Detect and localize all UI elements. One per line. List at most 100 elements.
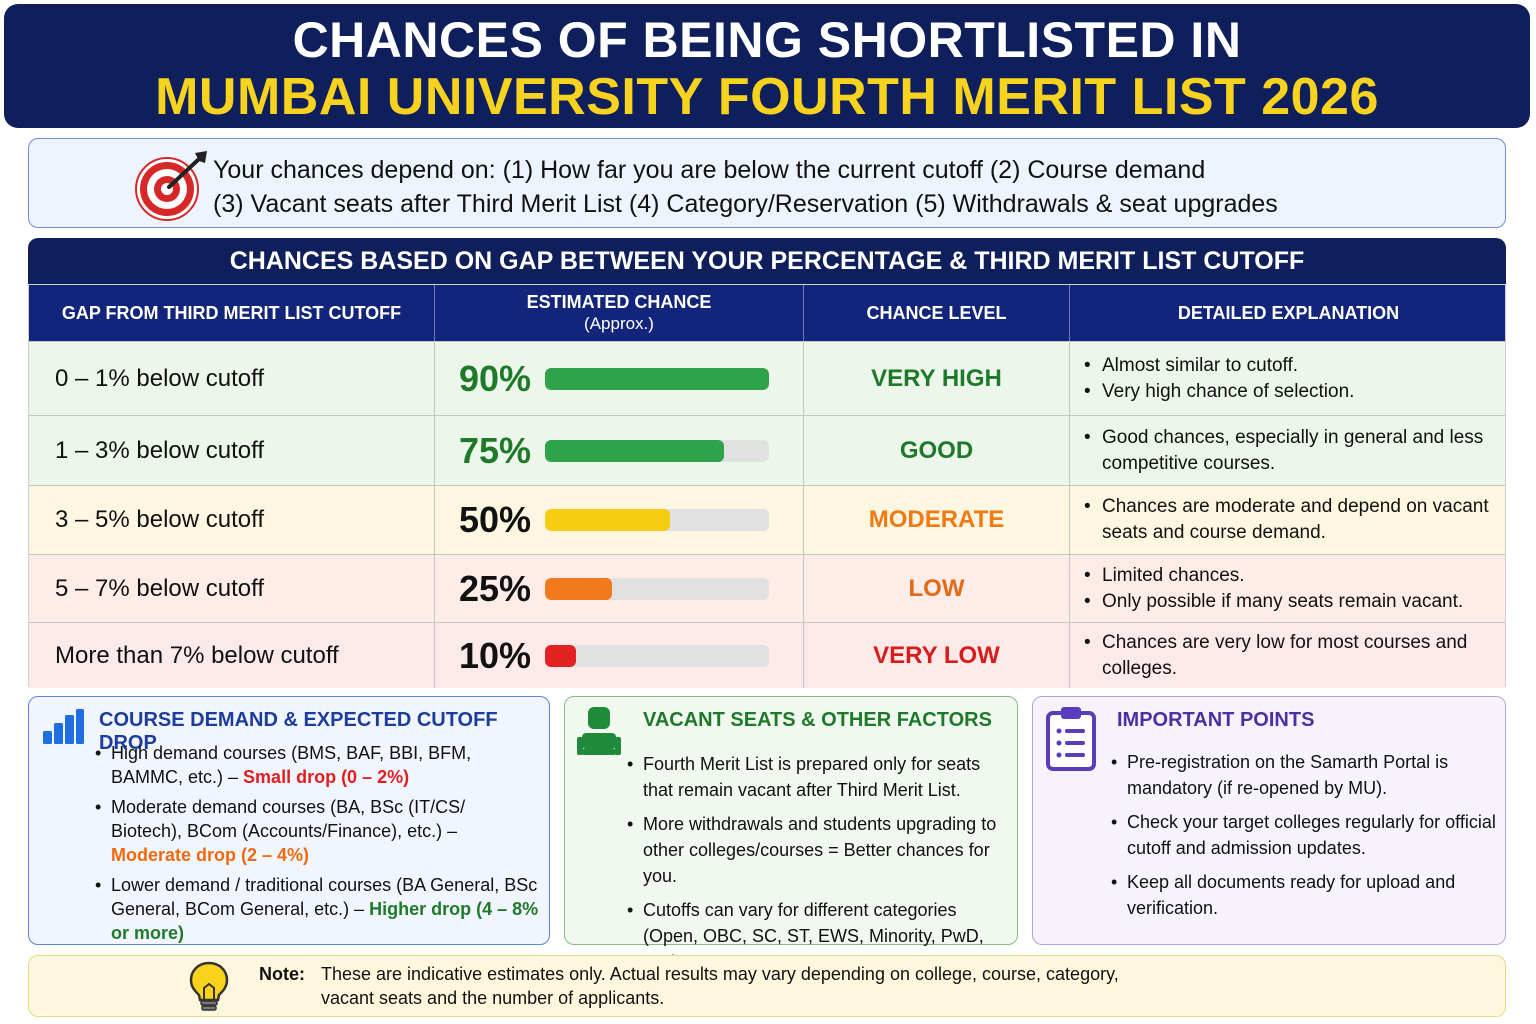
explanation-list: Almost similar to cutoff.Very high chanc…	[1084, 353, 1499, 405]
header-chance-label: ESTIMATED CHANCE	[526, 292, 712, 312]
intro-box: Your chances depend on: (1) How far you …	[28, 138, 1506, 228]
table-row: 5 – 7% below cutoff 25% LOW Limited chance…	[29, 554, 1505, 622]
explanation-item: Good chances, especially in general and …	[1084, 425, 1499, 477]
explanation-item: Chances are moderate and depend on vacan…	[1084, 494, 1499, 546]
cutoff-drop: Small drop (0 – 2%)	[243, 767, 410, 787]
explanation-list: Limited chances.Only possible if many se…	[1084, 563, 1499, 615]
course-demand-item: Moderate demand courses (BA, BSc (IT/CS/…	[95, 795, 541, 867]
chance-bar-fill	[545, 644, 577, 667]
explanation-cell: Chances are moderate and depend on vacan…	[1070, 486, 1507, 554]
table-header: GAP FROM THIRD MERIT LIST CUTOFF ESTIMAT…	[29, 285, 1505, 341]
important-point-item: Pre-registration on the Samarth Portal i…	[1111, 749, 1497, 801]
course-demand-list: High demand courses (BMS, BAF, BBI, BFM,…	[95, 741, 541, 951]
level-cell: GOOD	[804, 416, 1070, 485]
explanation-item: Very high chance of selection.	[1084, 379, 1499, 405]
gap-cell: 5 – 7% below cutoff	[29, 555, 435, 622]
explanation-item: Almost similar to cutoff.	[1084, 353, 1499, 379]
chance-bar	[545, 644, 769, 667]
explanation-cell: Almost similar to cutoff.Very high chanc…	[1070, 342, 1507, 415]
chance-cell: 10%	[435, 623, 804, 688]
course-demand-text: Moderate demand courses (BA, BSc (IT/CS/…	[111, 797, 466, 841]
course-demand-item: High demand courses (BMS, BAF, BBI, BFM,…	[95, 741, 541, 789]
gap-text: 5 – 7% below cutoff	[55, 574, 265, 602]
chance-percent: 50%	[459, 499, 532, 540]
chance-bar-fill	[545, 577, 613, 600]
important-points-list: Pre-registration on the Samarth Portal i…	[1111, 749, 1497, 929]
header-level: CHANCE LEVEL	[804, 285, 1070, 341]
vacant-seats-title: VACANT SEATS & OTHER FACTORS	[643, 709, 992, 731]
cutoff-drop: Moderate drop (2 – 4%)	[111, 845, 310, 865]
table-row: 3 – 5% below cutoff 50% MODERATE Chances a…	[29, 485, 1505, 554]
chance-percent: 90%	[459, 357, 532, 399]
vacant-seats-item: Cutoffs can vary for different categorie…	[627, 897, 1013, 975]
header-explanation: DETAILED EXPLANATION	[1177, 303, 1400, 323]
explanation-item: Chances are very low for most courses an…	[1084, 630, 1499, 682]
explanation-list: Good chances, especially in general and …	[1084, 425, 1499, 477]
title-line-1: CHANCES OF BEING SHORTLISTED IN	[292, 12, 1242, 68]
header-gap: GAP FROM THIRD MERIT LIST CUTOFF	[29, 285, 435, 341]
gap-text: 3 – 5% below cutoff	[55, 506, 265, 533]
course-demand-box: COURSE DEMAND & EXPECTED CUTOFF DROP Hig…	[28, 696, 550, 945]
intro-line-2: (3) Vacant seats after Third Merit List …	[213, 190, 1278, 218]
chance-percent: 75%	[459, 429, 532, 471]
important-point-item: Keep all documents ready for upload and …	[1111, 869, 1497, 921]
level-cell: VERY HIGH	[804, 342, 1070, 415]
gap-text: 0 – 1% below cutoff	[55, 364, 265, 392]
note-line-1: These are indicative estimates only. Act…	[321, 964, 1119, 984]
intro-text: Your chances depend on: (1) How far you …	[213, 153, 1278, 221]
table-row: 1 – 3% below cutoff 75% GOOD Good chances,…	[29, 415, 1505, 485]
chances-table: GAP FROM THIRD MERIT LIST CUTOFF ESTIMAT…	[28, 284, 1506, 688]
header-chance-sub: (Approx.)	[584, 314, 654, 333]
note-label: Note:	[259, 964, 305, 984]
explanation-item: Limited chances.	[1084, 563, 1499, 589]
course-demand-text: Lower demand / traditional courses (BA G…	[111, 875, 538, 919]
chance-level: MODERATE	[868, 506, 1005, 533]
level-cell: MODERATE	[804, 486, 1070, 554]
section-title: CHANCES BASED ON GAP BETWEEN YOUR PERCEN…	[28, 238, 1506, 284]
chance-bar-fill	[545, 439, 725, 462]
gap-cell: 0 – 1% below cutoff	[29, 342, 435, 415]
important-points-title: IMPORTANT POINTS	[1117, 709, 1315, 731]
bar-chart-icon	[43, 709, 84, 744]
gap-text: More than 7% below cutoff	[55, 641, 339, 669]
explanation-cell: Good chances, especially in general and …	[1070, 416, 1507, 485]
explanation-list: Chances are very low for most courses an…	[1084, 630, 1499, 682]
person-seat-icon	[577, 707, 621, 755]
clipboard-icon	[1046, 707, 1096, 771]
title-line-2: MUMBAI UNIVERSITY FOURTH MERIT LIST 2026	[155, 68, 1379, 126]
explanation-list: Chances are moderate and depend on vacan…	[1084, 494, 1499, 546]
chance-bar	[545, 509, 769, 531]
chance-level: GOOD	[899, 436, 974, 464]
important-point-item: Check your target colleges regularly for…	[1111, 809, 1497, 861]
chance-level: VERY LOW	[873, 641, 1000, 669]
gap-text: 1 – 3% below cutoff	[55, 436, 265, 464]
chance-cell: 25%	[435, 555, 804, 622]
level-cell: VERY LOW	[804, 623, 1070, 688]
chance-percent: 25%	[459, 567, 532, 609]
chance-bar-fill	[545, 509, 671, 531]
note-box: Note: These are indicative estimates onl…	[28, 955, 1506, 1017]
chance-bar	[545, 439, 769, 462]
table-row: More than 7% below cutoff 10% VERY LOW Cha…	[29, 622, 1505, 688]
target-icon	[135, 151, 207, 221]
explanation-cell: Limited chances.Only possible if many se…	[1070, 555, 1507, 622]
intro-line-1: Your chances depend on: (1) How far you …	[213, 156, 1206, 184]
chance-cell: 90%	[435, 342, 804, 415]
vacant-seats-box: VACANT SEATS & OTHER FACTORS Fourth Meri…	[564, 696, 1018, 972]
gap-cell: 1 – 3% below cutoff	[29, 416, 435, 485]
title-banner: CHANCES OF BEING SHORTLISTED IN MUMBAI U…	[4, 4, 1530, 128]
table-row: 0 – 1% below cutoff 90% VERY HIGH Almost s…	[29, 341, 1505, 415]
course-demand-item: Lower demand / traditional courses (BA G…	[95, 873, 541, 945]
explanation-item: Only possible if many seats remain vacan…	[1084, 589, 1499, 615]
course-demand-text: High demand courses (BMS, BAF, BBI, BFM,…	[111, 743, 472, 787]
chance-bar	[545, 367, 769, 390]
vacant-seats-item: Fourth Merit List is prepared only for s…	[627, 751, 1013, 803]
important-points-box: IMPORTANT POINTS Pre-registration on the…	[1032, 696, 1506, 945]
lightbulb-icon	[189, 961, 229, 1011]
level-cell: LOW	[804, 555, 1070, 622]
chance-bar-fill	[545, 367, 769, 390]
chance-percent: 10%	[459, 634, 532, 676]
gap-cell: More than 7% below cutoff	[29, 623, 435, 688]
chance-level: VERY HIGH	[871, 364, 1002, 392]
vacant-seats-list: Fourth Merit List is prepared only for s…	[627, 751, 1013, 983]
